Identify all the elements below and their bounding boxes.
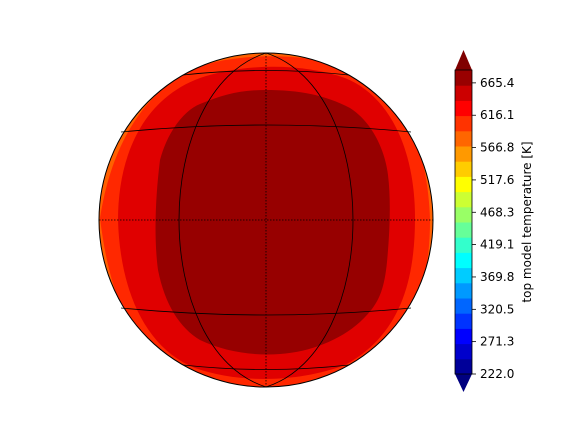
colorbar-tick-label: 517.6 <box>480 173 514 187</box>
colorbar-bands <box>455 70 472 375</box>
colorbar-ticks: 665.4 616.1 566.8 517.6 468.3 419.1 369.8 320.5… <box>472 76 514 381</box>
graticule-grid <box>98 52 434 388</box>
colorbar-band <box>455 70 472 86</box>
globe-outline <box>98 52 434 388</box>
colorbar-band <box>455 130 472 147</box>
parallel-60n <box>182 70 350 76</box>
colorbar-tick-label: 369.8 <box>480 270 514 284</box>
colorbar-band <box>455 222 472 238</box>
colorbar-band <box>455 161 472 177</box>
colorbar-band <box>455 267 472 284</box>
colorbar-tick-label: 271.3 <box>480 335 514 349</box>
colorbar-outline <box>454 69 473 375</box>
meridian-east-60 <box>265 52 354 388</box>
colorbar-band <box>455 176 472 193</box>
colorbar-band <box>455 237 472 253</box>
colorbar-band <box>455 282 472 299</box>
colorbar-tick-label: 222.0 <box>480 367 514 381</box>
colorbar-band <box>455 115 472 132</box>
colorbar-band <box>455 358 472 375</box>
colorbar-tick-label: 665.4 <box>480 76 514 90</box>
colorbar: 665.4 616.1 566.8 517.6 468.3 419.1 369.8 320.5… <box>454 50 534 392</box>
parallel-60s <box>182 364 350 370</box>
colorbar-tick-label: 468.3 <box>480 205 514 219</box>
colorbar-band <box>455 298 472 314</box>
colorbar-band <box>455 252 472 269</box>
colorbar-band <box>455 328 472 345</box>
colorbar-band <box>455 100 472 117</box>
colorbar-band <box>455 206 472 223</box>
globe-map <box>99 53 433 387</box>
colorbar-extend-min <box>455 374 472 392</box>
colorbar-label: top model temperature [K] <box>520 141 534 302</box>
colorbar-band <box>455 191 472 208</box>
colorbar-band <box>455 146 472 162</box>
meridian-west-60 <box>178 52 267 388</box>
temperature-region-substellar-core <box>155 90 390 355</box>
colorbar-tick-label: 419.1 <box>480 238 514 252</box>
parallel-30n <box>120 124 412 133</box>
colorbar-band <box>455 343 472 360</box>
parallel-30s <box>120 307 412 316</box>
colorbar-band <box>455 313 472 329</box>
colorbar-tick-label: 320.5 <box>480 302 514 316</box>
colorbar-extend-max <box>455 50 472 70</box>
colorbar-tick-label: 566.8 <box>480 141 514 155</box>
colorbar-tick-label: 616.1 <box>480 108 514 122</box>
colorbar-band <box>455 85 472 101</box>
